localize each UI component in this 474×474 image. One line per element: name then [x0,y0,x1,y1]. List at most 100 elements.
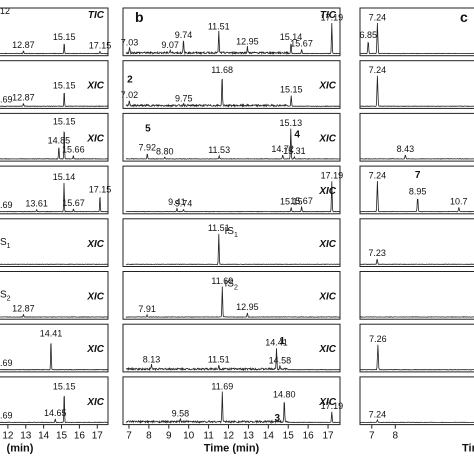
peak-label: 11.68 [211,65,233,75]
x-tick-label: 15 [283,431,295,442]
cropped-peak-label: .69 [0,411,13,421]
panel-b-row-3-trace [125,128,340,160]
peak-label: 7.03 [121,37,139,47]
peak-label: 12.95 [236,302,259,312]
panel-a-row-3-trace [0,131,108,160]
compound-number: 7 [415,170,421,181]
peak-label: 15.15 [280,197,303,207]
x-tick-label: 9 [166,431,172,442]
panel-a-row-1-trace [0,43,108,55]
peak-label: 7.24 [369,12,387,22]
panel-b-row-6-trace [125,286,340,318]
compound-number: 4 [294,129,300,140]
panel-c-row-8-frame [359,376,474,426]
trace-type-label: XIC [86,133,104,144]
x-tick-label: 12 [223,431,235,442]
panel-c-row-1-trace [359,22,474,55]
trace-type-label: XIC [318,397,336,408]
panel-a-row-8-trace [0,395,108,424]
peak-label: 15.67 [62,198,85,208]
peak-label: 14.41 [265,337,288,347]
trace-type-label: XIC [86,344,104,355]
peak-label: 15.14 [53,172,76,182]
panel-b-row-5-frame [122,218,341,268]
panel-b-row-2-frame [122,60,341,109]
panel-b-row-4-trace [125,181,340,213]
compound-number: 3 [275,413,281,424]
panel-b-row-7-trace [125,348,340,372]
peak-label: 9.74 [175,30,193,40]
trace-type-label: TIC [88,10,105,21]
panel-b-row-2-trace [125,78,340,108]
peak-label: 9.41 [168,197,186,207]
cropped-peak-label: 12 [0,6,10,16]
compound-number: 2 [127,75,133,86]
peak-label: 15.31 [283,146,306,156]
peak-label: 8.13 [143,355,161,365]
panel-c-row-7-frame [359,323,474,373]
peak-label: 14.80 [273,389,296,399]
panel-b-row-8-trace [125,391,340,425]
peak-label: 11.69 [211,276,233,286]
panel-label-c: c [460,9,468,25]
panel-c-row-1-frame [359,7,474,57]
peak-label: 11.51 [208,355,230,365]
peak-label: 15.67 [290,196,313,206]
peak-label: 11.69 [211,381,233,391]
internal-standard-label: S1 [0,237,11,250]
cropped-peak-label: .69 [0,200,13,210]
trace-type-label: XIC [318,239,336,250]
peak-label: 7.26 [369,334,387,344]
cropped-peak-label: .69 [0,358,13,368]
peak-label: 6.85 [359,30,377,40]
trace-type-label: XIC [318,292,336,303]
peak-label: 15.13 [280,118,303,128]
panel-c-row-7-trace [359,344,474,371]
peak-label: 15.66 [62,145,85,155]
x-tick-label: 14 [38,431,50,442]
peak-label: 11.51 [208,223,230,233]
trace-type-label: XIC [86,81,104,92]
panel-b-row-5-trace [125,233,340,266]
peak-label: 15.15 [53,32,76,42]
trace-type-label: XIC [86,397,104,408]
panel-a-row-4-trace [0,182,108,213]
trace-type-label: XIC [318,186,336,197]
panel-a-row-5-frame [0,218,109,268]
x-tick-label: 16 [74,431,86,442]
peak-label: 11.53 [208,145,230,155]
peak-label: 9.74 [175,199,193,209]
panel-c-row-4-frame [359,165,474,215]
panel-a-row-6-frame [0,271,109,320]
peak-label: 15.15 [280,85,303,95]
peak-label: 12.87 [12,303,35,313]
peak-label: 14.41 [40,329,63,339]
peak-label: 8.43 [397,144,415,154]
peak-label: 12.95 [236,36,259,46]
x-tick-label: 17 [322,431,334,442]
peak-label: 13.61 [25,199,48,209]
panel-b-row-1-trace [125,22,340,56]
trace-type-label: XIC [318,81,336,92]
peak-label: 7.24 [369,65,387,75]
panel-a-row-7-frame [0,323,109,373]
panel-a-row-7-trace [0,343,109,371]
peak-label: 8.95 [409,187,427,197]
trace-type-label: XIC [86,239,104,250]
cropped-peak-label: .69 [0,94,13,104]
panel-c-row-8-trace [360,418,474,424]
peak-label: 15.14 [280,32,303,42]
panel-c-row-2-frame [359,60,474,109]
panel-c-row-2-trace [359,75,474,107]
panel-c-row-4-trace [359,180,474,213]
x-tick-label: 13 [20,431,32,442]
compound-number: 5 [145,123,151,134]
peak-label: 12.87 [12,40,35,50]
x-axis-title: (min) [7,443,34,455]
x-tick-label: 8 [146,431,152,442]
x-axis-title: Time (min) [204,443,260,455]
peak-label: 12.87 [12,93,35,103]
peak-label: 9.07 [161,40,179,50]
x-tick-label: 14 [263,431,275,442]
x-tick-label: 15 [56,431,68,442]
